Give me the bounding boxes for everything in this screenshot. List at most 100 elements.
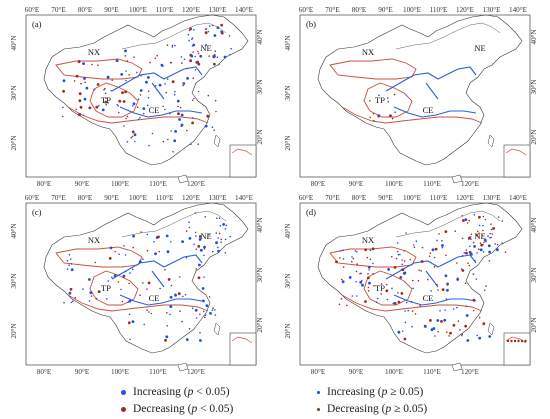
region-boundary <box>341 294 483 312</box>
station-decreasing <box>104 87 106 90</box>
station-increasing <box>131 105 134 107</box>
lon-tick-bottom: 90°E <box>349 180 364 188</box>
station-increasing <box>213 34 217 37</box>
region-boundary <box>67 294 209 312</box>
lon-tick-top: 130°E <box>482 194 501 202</box>
station-increasing <box>367 265 371 269</box>
station-increasing <box>173 139 177 143</box>
station-increasing <box>180 123 184 127</box>
station-increasing <box>146 233 149 236</box>
station-increasing <box>62 106 64 109</box>
station-increasing <box>122 274 126 278</box>
legend-decreasing-nonsignificant: Decreasing (p ≥ 0.05) <box>317 403 427 415</box>
station-decreasing <box>126 60 129 62</box>
station-increasing <box>170 130 172 132</box>
lon-tick-top: 140°E <box>235 6 254 14</box>
lat-tick-right: 40°N <box>530 217 538 233</box>
region-label-ne: NE <box>200 43 211 53</box>
station-decreasing <box>342 266 345 268</box>
river <box>119 294 203 306</box>
station-increasing <box>194 231 197 234</box>
station-increasing <box>125 70 127 72</box>
lat-tick-left: 40°N <box>284 35 292 51</box>
station-increasing <box>159 287 161 290</box>
station-increasing <box>368 281 371 285</box>
station-increasing <box>174 293 177 297</box>
station-increasing <box>376 297 379 300</box>
station-increasing <box>167 138 169 141</box>
station-decreasing <box>372 113 375 115</box>
panel-label: (b) <box>306 19 316 29</box>
station-increasing <box>441 246 444 249</box>
station-decreasing <box>156 54 158 57</box>
river <box>385 254 477 280</box>
station-increasing <box>351 256 353 258</box>
station-increasing <box>484 218 487 221</box>
inset-coastline <box>231 148 253 156</box>
station-increasing <box>107 102 109 104</box>
station-decreasing <box>465 251 468 255</box>
station-decreasing <box>401 268 405 272</box>
station-decreasing <box>405 232 407 234</box>
station-decreasing <box>182 84 184 87</box>
station-decreasing <box>472 241 475 244</box>
lon-tick-top: 110°E <box>430 6 448 14</box>
station-decreasing <box>470 233 473 236</box>
station-increasing <box>169 313 171 316</box>
legend-increasing-significant: Increasing (p < 0.05) <box>121 386 230 398</box>
lat-tick-left: 30°N <box>284 85 292 101</box>
station-increasing <box>143 323 145 326</box>
station-decreasing <box>166 312 168 314</box>
station-decreasing <box>427 278 429 281</box>
station-decreasing <box>485 240 487 243</box>
station-decreasing <box>121 91 124 95</box>
legend-marker-increasing-nonsignificant <box>317 390 320 394</box>
region-label-nx: NX <box>88 235 100 245</box>
station-increasing <box>101 108 105 112</box>
station-decreasing <box>177 105 179 108</box>
lon-tick-top: 100°E <box>129 6 148 14</box>
station-increasing <box>188 39 190 42</box>
station-decreasing <box>480 243 484 247</box>
station-decreasing <box>177 112 180 116</box>
station-decreasing <box>218 232 221 235</box>
station-decreasing <box>147 281 151 285</box>
station-decreasing <box>103 88 105 91</box>
station-decreasing <box>197 90 200 93</box>
station-decreasing <box>213 62 216 66</box>
station-decreasing <box>127 321 131 325</box>
station-decreasing <box>504 251 507 253</box>
station-increasing <box>203 245 206 249</box>
station-increasing <box>489 237 491 239</box>
station-decreasing <box>338 303 341 306</box>
station-decreasing <box>428 255 431 257</box>
station-increasing <box>128 313 131 316</box>
station-decreasing <box>373 285 375 287</box>
station-decreasing <box>351 260 353 263</box>
station-decreasing <box>513 339 517 343</box>
lon-tick-top: 140°E <box>509 194 528 202</box>
station-decreasing <box>108 257 112 260</box>
station-decreasing <box>124 55 127 57</box>
station-decreasing <box>472 298 476 302</box>
station-decreasing <box>335 260 338 264</box>
station-increasing <box>488 335 492 338</box>
station-increasing <box>178 118 182 121</box>
region-label-ne: NE <box>200 231 211 241</box>
lon-tick-top: 120°E <box>456 194 475 202</box>
station-decreasing <box>452 323 456 327</box>
station-decreasing <box>181 62 183 64</box>
station-increasing <box>185 338 189 341</box>
station-decreasing <box>95 105 99 109</box>
station-increasing <box>90 295 93 297</box>
station-decreasing <box>154 57 156 60</box>
lat-tick-left: 20°N <box>284 323 292 339</box>
station-increasing <box>456 306 458 309</box>
station-decreasing <box>492 227 495 230</box>
station-increasing <box>222 223 226 226</box>
station-decreasing <box>79 105 83 109</box>
station-increasing <box>147 90 150 92</box>
region-label-ne: NE <box>474 43 485 53</box>
region-boundary <box>363 82 413 118</box>
